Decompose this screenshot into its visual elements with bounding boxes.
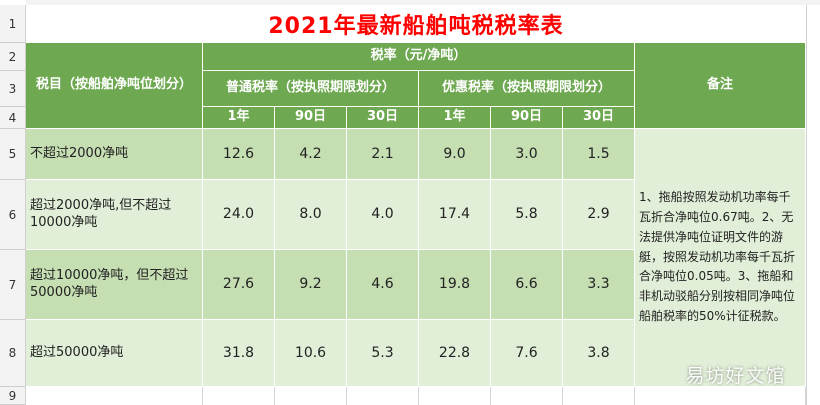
rate-cell[interactable]: 5.3 <box>347 320 419 387</box>
rate-cell[interactable]: 3.8 <box>563 320 635 387</box>
header-period[interactable]: 1年 <box>419 107 491 129</box>
remark-cell[interactable]: 1、拖船按照发动机功率每千瓦折合净吨位0.67吨。2、无法提供净吨位证明文件的游… <box>635 129 806 387</box>
header-tax-item[interactable]: 税目（按船舶净吨位划分） <box>26 43 203 129</box>
row-header-9[interactable]: 9 <box>0 387 26 405</box>
header-normal-rate[interactable]: 普通税率（按执照期限划分） <box>203 71 419 107</box>
row-label[interactable]: 超过2000净吨,但不超过10000净吨 <box>26 180 203 250</box>
rate-cell[interactable]: 4.6 <box>347 250 419 320</box>
row-header-8[interactable]: 8 <box>0 320 26 387</box>
rate-cell[interactable]: 27.6 <box>203 250 275 320</box>
rate-cell[interactable]: 3.0 <box>491 129 563 180</box>
header-period[interactable]: 30日 <box>347 107 419 129</box>
rate-cell[interactable]: 5.8 <box>491 180 563 250</box>
row-header-6[interactable]: 6 <box>0 180 26 250</box>
rate-cell[interactable]: 2.9 <box>563 180 635 250</box>
row-header-5[interactable]: 5 <box>0 129 26 180</box>
empty-cell[interactable] <box>635 387 806 405</box>
rate-cell[interactable]: 4.2 <box>275 129 347 180</box>
rate-cell[interactable]: 12.6 <box>203 129 275 180</box>
header-period[interactable]: 1年 <box>203 107 275 129</box>
empty-cell[interactable] <box>275 387 347 405</box>
row-header-4[interactable]: 4 <box>0 107 26 129</box>
header-period[interactable]: 30日 <box>563 107 635 129</box>
header-tax-rate[interactable]: 税率（元/净吨） <box>203 43 635 71</box>
rate-cell[interactable]: 22.8 <box>419 320 491 387</box>
rate-cell[interactable]: 6.6 <box>491 250 563 320</box>
header-period[interactable]: 90日 <box>491 107 563 129</box>
empty-cell[interactable] <box>203 387 275 405</box>
row-label[interactable]: 超过10000净吨，但不超过50000净吨 <box>26 250 203 320</box>
row-label[interactable]: 不超过2000净吨 <box>26 129 203 180</box>
row-header-2[interactable]: 2 <box>0 43 26 71</box>
header-period[interactable]: 90日 <box>275 107 347 129</box>
rate-cell[interactable]: 7.6 <box>491 320 563 387</box>
rate-cell[interactable]: 9.0 <box>419 129 491 180</box>
rate-cell[interactable]: 19.8 <box>419 250 491 320</box>
row-header-1[interactable]: 1 <box>0 5 26 43</box>
rate-cell[interactable]: 1.5 <box>563 129 635 180</box>
empty-cell[interactable] <box>419 387 491 405</box>
rate-cell[interactable]: 17.4 <box>419 180 491 250</box>
watermark: 易坊好文馆 <box>685 364 786 387</box>
header-preferential-rate[interactable]: 优惠税率（按执照期限划分） <box>419 71 635 107</box>
rate-cell[interactable]: 24.0 <box>203 180 275 250</box>
empty-cell[interactable] <box>563 387 635 405</box>
table-title[interactable]: 2021年最新船舶吨税税率表 <box>26 5 806 44</box>
rate-cell[interactable]: 9.2 <box>275 250 347 320</box>
rate-cell[interactable]: 2.1 <box>347 129 419 180</box>
rate-cell[interactable]: 8.0 <box>275 180 347 250</box>
empty-cell[interactable] <box>347 387 419 405</box>
row-header-3[interactable]: 3 <box>0 71 26 107</box>
rate-cell[interactable]: 31.8 <box>203 320 275 387</box>
rate-cell[interactable]: 10.6 <box>275 320 347 387</box>
empty-cell[interactable] <box>26 387 203 405</box>
header-remark[interactable]: 备注 <box>635 43 806 129</box>
rate-cell[interactable]: 3.3 <box>563 250 635 320</box>
row-label[interactable]: 超过50000净吨 <box>26 320 203 387</box>
row-header-7[interactable]: 7 <box>0 250 26 320</box>
empty-cell[interactable] <box>491 387 563 405</box>
rate-cell[interactable]: 4.0 <box>347 180 419 250</box>
adjacent-empty-column[interactable] <box>806 5 820 405</box>
